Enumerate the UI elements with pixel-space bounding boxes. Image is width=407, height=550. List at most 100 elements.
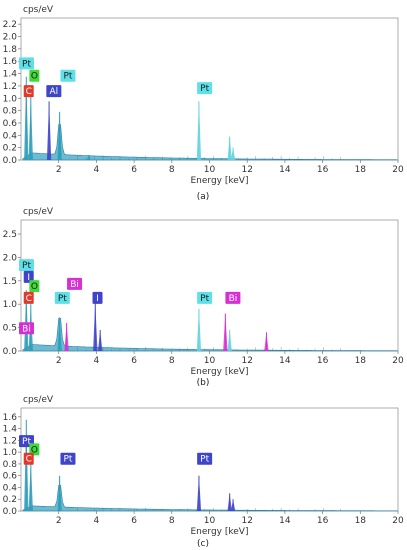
element-label-text: C [26, 294, 32, 304]
element-label-text: Pt [200, 294, 209, 304]
x-tick-label: 8 [169, 516, 175, 526]
y-tick-label: 1.2 [3, 82, 17, 92]
y-tick-label: 0.8 [3, 460, 18, 470]
element-label: C [23, 291, 34, 304]
chart-panel-3: 0.0 0.2 0.40.6 0.8 1.0 1.21.4 1.6 2 4 6 8 10 12 14 16 1… [3, 395, 404, 549]
element-label: C [23, 452, 34, 465]
element-label: Pt [54, 291, 70, 304]
element-label: C [23, 85, 34, 98]
x-tick-label: 4 [94, 356, 100, 366]
x-tick-label: 20 [392, 165, 404, 175]
element-label-box [29, 443, 40, 456]
y-tick-label: 0.0 [3, 156, 18, 166]
y-tick-label: 0.2 [3, 495, 17, 505]
y-tick-label: 0.0 [3, 507, 18, 517]
element-label: Pt [197, 452, 213, 465]
y-tick-label: 0.4 [3, 131, 18, 141]
element-label-text: Pt [63, 455, 72, 465]
x-tick-label: 18 [355, 356, 367, 366]
x-tick-label: 10 [204, 165, 216, 175]
element-label: Pt [60, 452, 76, 465]
y-tick-label: 1.8 [3, 45, 18, 55]
element-label-box [92, 291, 103, 304]
y-tick-label: 2.0 [3, 33, 18, 43]
element-label-text: Bi [22, 324, 31, 334]
element-label-box [54, 291, 70, 304]
element-label-box [23, 270, 34, 283]
element-label-box [29, 280, 40, 293]
x-tick-label: 8 [169, 356, 175, 366]
element-label-box [60, 452, 76, 465]
element-label: I [23, 270, 34, 283]
element-label-text: Pt [58, 294, 67, 304]
element-label: Pt [19, 57, 34, 70]
x-tick-label: 16 [317, 516, 329, 526]
y-axis-title: cps/eV [23, 5, 54, 15]
x-tick-label: 8 [169, 165, 175, 175]
element-label-box [23, 291, 34, 304]
element-label-box [197, 82, 213, 95]
y-tick-label: 1.4 [3, 425, 18, 435]
element-label: Bi [67, 277, 83, 290]
element-label-text: Bi [229, 294, 238, 304]
element-label: Pt [197, 291, 213, 304]
element-label: Al [46, 85, 62, 98]
x-tick-label: 20 [392, 356, 404, 366]
element-label-text: C [26, 87, 32, 97]
element-label-text: Al [49, 87, 58, 97]
element-label: O [29, 69, 40, 82]
y-tick-label: 2.5 [3, 230, 17, 240]
element-label: O [29, 280, 40, 293]
x-tick-label: 6 [131, 356, 137, 366]
element-label-text: Pt [200, 455, 209, 465]
element-label-text: C [26, 455, 32, 465]
x-tick-label: 12 [241, 516, 252, 526]
panel-caption: (a) [197, 192, 210, 202]
element-label-text: O [31, 282, 38, 292]
element-label-box [19, 322, 34, 335]
element-label-box [46, 85, 62, 98]
y-axis-title: cps/eV [23, 207, 54, 217]
y-tick-label: 0.8 [3, 107, 18, 117]
element-label: Bi [19, 322, 34, 335]
element-label-text: I [96, 294, 99, 304]
x-tick-label: 4 [94, 165, 100, 175]
element-label: Pt [197, 82, 213, 95]
y-tick-label: 1.6 [3, 57, 18, 67]
x-tick-label: 2 [56, 165, 62, 175]
element-label-text: Pt [200, 84, 209, 94]
chart-panel-2: 0.0 0.5 1.0 1.5 2.0 2.5 2 4 6 8 10 12 14 16 18 20 cps/eV… [3, 207, 404, 388]
y-tick-label: 1.0 [3, 300, 18, 310]
y-tick-label: 1.4 [3, 70, 18, 80]
element-label-box [23, 85, 34, 98]
x-tick-label: 16 [317, 356, 329, 366]
y-tick-label: 1.0 [3, 94, 18, 104]
element-label-text: O [31, 445, 38, 455]
element-label: Pt [19, 259, 34, 272]
x-axis-title: Energy [keV] [191, 367, 249, 377]
y-tick-label: 0.2 [3, 144, 17, 154]
x-tick-label: 6 [131, 165, 137, 175]
y-tick-label: 1.6 [3, 413, 18, 423]
y-tick-label: 1.5 [3, 277, 17, 287]
element-label-box [23, 452, 34, 465]
element-label-box [67, 277, 83, 290]
x-tick-label: 14 [279, 165, 291, 175]
element-label: I [92, 291, 103, 304]
element-label-box [197, 452, 213, 465]
x-tick-label: 2 [56, 516, 62, 526]
x-tick-label: 18 [355, 165, 367, 175]
x-axis-title: Energy [keV] [191, 527, 249, 537]
x-tick-label: 12 [241, 165, 252, 175]
element-label-box [19, 57, 34, 70]
y-tick-label: 0.6 [3, 472, 18, 482]
panel-caption: (b) [197, 378, 210, 388]
y-tick-label: 0.4 [3, 483, 18, 493]
x-tick-label: 4 [94, 516, 100, 526]
element-label-text: Pt [22, 437, 31, 447]
y-tick-label: 2.0 [3, 253, 18, 263]
element-label-text: Pt [63, 72, 72, 82]
element-label: Bi [225, 291, 241, 304]
x-tick-label: 12 [241, 356, 252, 366]
